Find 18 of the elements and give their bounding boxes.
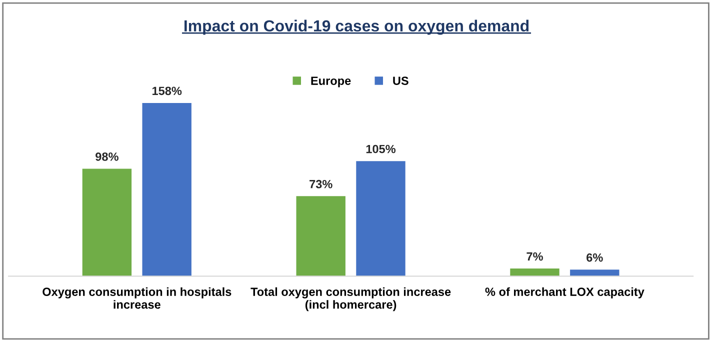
bar xyxy=(82,168,132,276)
legend-label: US xyxy=(393,76,408,85)
chart-title: Impact on Covid-19 cases on oxygen demand xyxy=(184,20,529,35)
x-tick-label: % of merchant LOX capacity xyxy=(485,287,644,298)
bar xyxy=(356,161,406,276)
data-label: 105% xyxy=(366,144,396,154)
data-label: 6% xyxy=(586,253,603,262)
data-label: 158% xyxy=(152,86,182,96)
x-tick-label: Total oxygen consumption increase (incl homercare) xyxy=(250,287,451,312)
bar xyxy=(296,196,346,276)
bar xyxy=(510,268,560,276)
legend-label: Europe xyxy=(311,76,351,88)
data-label: 7% xyxy=(526,252,543,261)
data-label: 73% xyxy=(310,180,332,188)
x-tick-label: Oxygen consumption in hospitals increase xyxy=(42,287,232,309)
data-label: 98% xyxy=(96,152,118,161)
bar xyxy=(570,270,620,276)
bar xyxy=(142,102,192,276)
